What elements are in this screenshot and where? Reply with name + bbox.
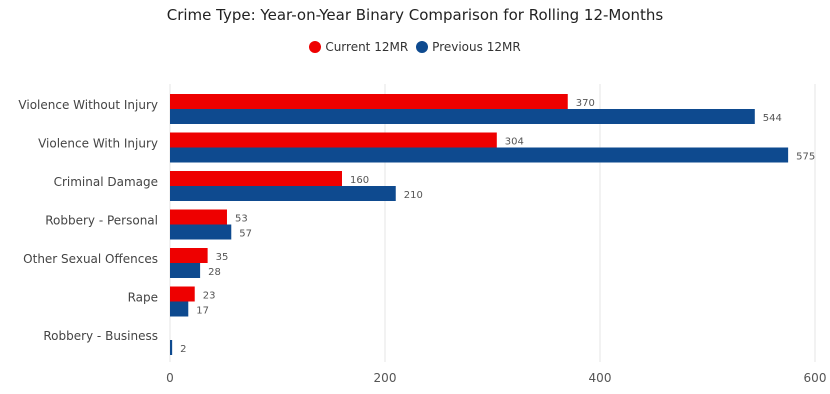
bar-previous[interactable] bbox=[170, 340, 173, 355]
value-label-previous: 28 bbox=[208, 267, 221, 278]
chart-title: Crime Type: Year-on-Year Binary Comparis… bbox=[166, 6, 664, 24]
bar-current[interactable] bbox=[170, 209, 227, 225]
legend: Current 12MR Previous 12MR bbox=[0, 40, 830, 54]
bar-previous[interactable] bbox=[170, 147, 789, 163]
value-label-previous: 575 bbox=[796, 152, 815, 163]
value-label-previous: 2 bbox=[180, 344, 186, 355]
x-tick-label: 400 bbox=[589, 371, 612, 385]
legend-marker-current bbox=[309, 41, 322, 53]
value-label-current: 35 bbox=[216, 252, 229, 263]
category-label: Robbery - Business bbox=[43, 329, 158, 343]
x-tick-label: 600 bbox=[804, 371, 827, 385]
value-label-previous: 17 bbox=[196, 306, 209, 317]
value-label-current: 23 bbox=[203, 291, 216, 302]
bar-current[interactable] bbox=[170, 94, 568, 109]
bar-current[interactable] bbox=[170, 286, 195, 302]
bar-previous[interactable] bbox=[170, 109, 755, 124]
x-tick-label: 0 bbox=[166, 371, 174, 385]
legend-label-current: Current 12MR bbox=[325, 40, 409, 54]
category-label: Other Sexual Offences bbox=[23, 252, 158, 266]
x-tick-label: 200 bbox=[374, 371, 397, 385]
legend-item-previous[interactable]: Previous 12MR bbox=[416, 40, 521, 54]
value-label-previous: 210 bbox=[404, 190, 423, 201]
legend-item-current[interactable]: Current 12MR bbox=[309, 40, 408, 54]
category-label: Rape bbox=[128, 291, 158, 305]
category-label: Criminal Damage bbox=[54, 175, 158, 189]
bar-current[interactable] bbox=[170, 248, 208, 263]
value-label-previous: 544 bbox=[763, 113, 782, 124]
value-label-previous: 57 bbox=[239, 229, 252, 240]
bar-current[interactable] bbox=[170, 171, 342, 186]
value-label-current: 370 bbox=[576, 98, 595, 109]
bar-current[interactable] bbox=[170, 132, 497, 148]
value-label-current: 304 bbox=[505, 137, 524, 148]
bar-previous[interactable] bbox=[170, 301, 189, 317]
value-label-current: 160 bbox=[350, 175, 369, 186]
value-label-current: 53 bbox=[235, 214, 248, 225]
bar-previous[interactable] bbox=[170, 224, 232, 240]
legend-marker-previous bbox=[416, 41, 429, 53]
bar-previous[interactable] bbox=[170, 186, 396, 201]
legend-label-previous: Previous 12MR bbox=[432, 40, 521, 54]
category-label: Violence With Injury bbox=[38, 137, 158, 151]
bar-previous[interactable] bbox=[170, 263, 201, 278]
category-label: Robbery - Personal bbox=[45, 214, 158, 228]
category-label: Violence Without Injury bbox=[18, 98, 158, 112]
